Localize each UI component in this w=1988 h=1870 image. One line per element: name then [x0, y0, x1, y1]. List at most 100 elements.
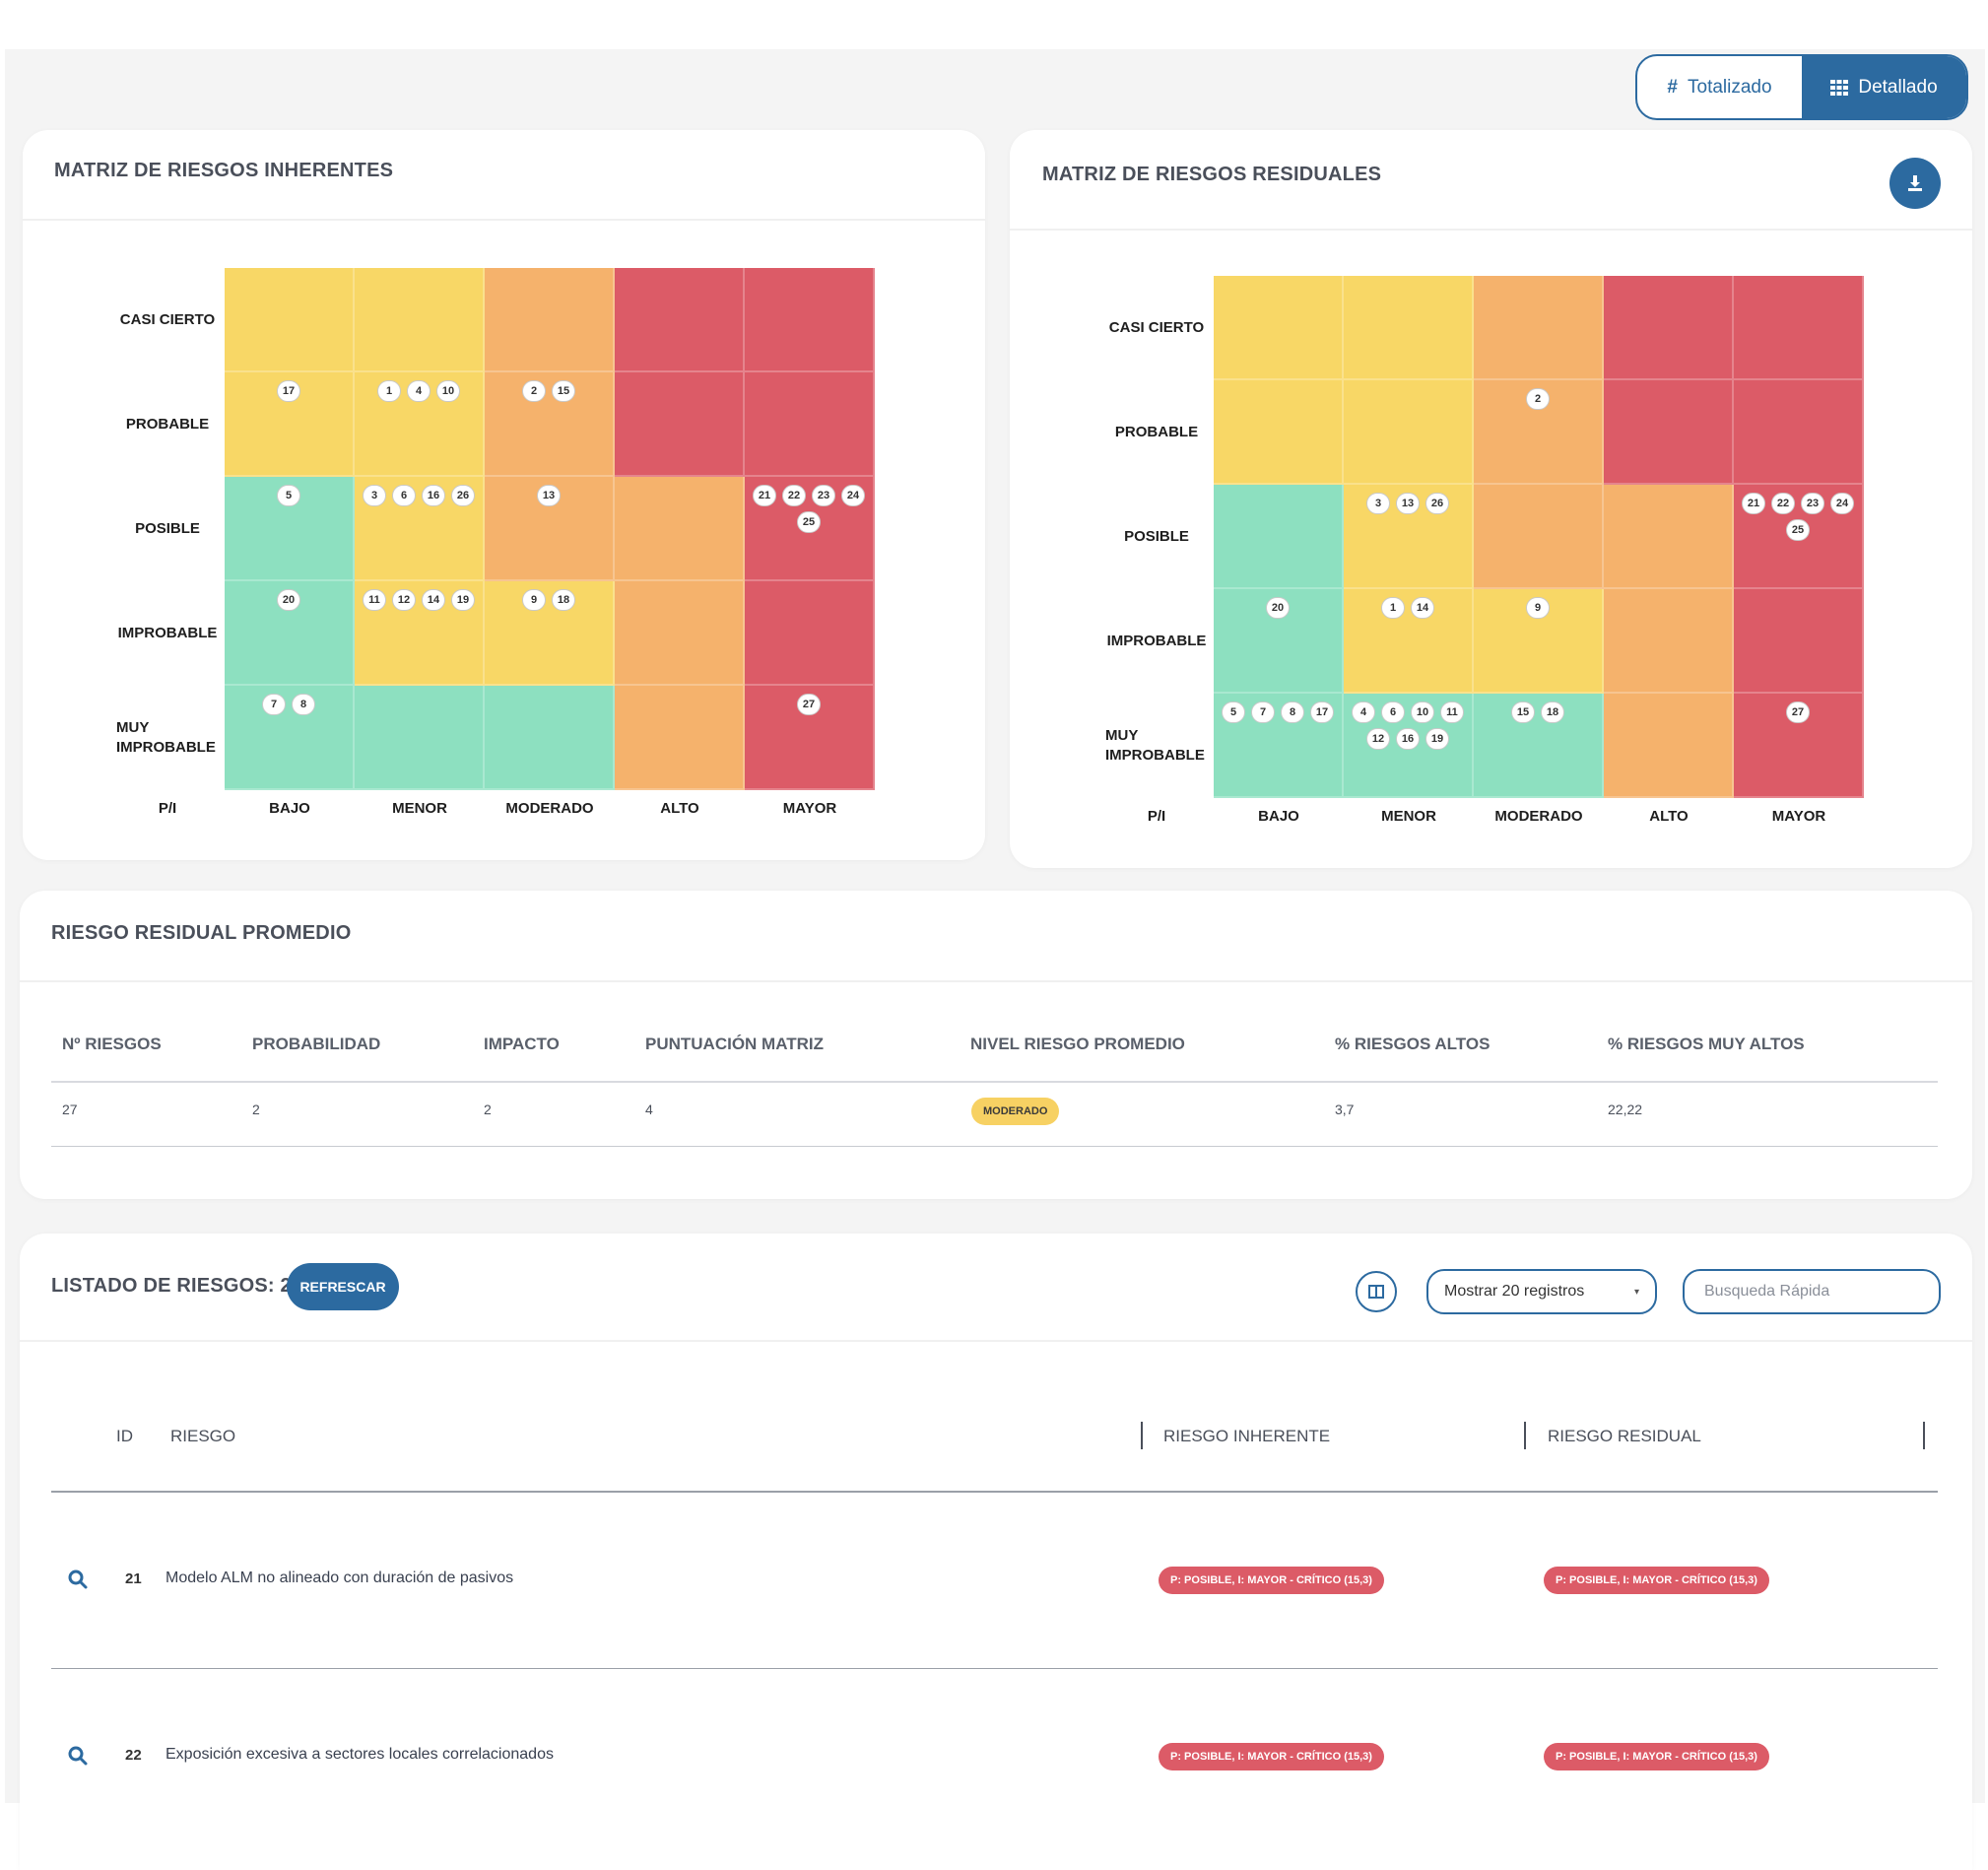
- risk-chip[interactable]: 7: [1251, 701, 1275, 723]
- caret-down-icon: ▾: [1633, 1286, 1639, 1298]
- risk-chip[interactable]: 2: [522, 380, 546, 402]
- risk-chip[interactable]: 9: [522, 589, 546, 611]
- risk-chip[interactable]: 10: [1411, 701, 1434, 723]
- risk-chip[interactable]: 13: [537, 485, 561, 506]
- risk-chip[interactable]: 26: [451, 485, 475, 506]
- card-divider: [1010, 229, 1972, 231]
- risk-chip[interactable]: 18: [552, 589, 575, 611]
- matrix-cell: [485, 268, 615, 372]
- risk-chip-group: 1 4 10: [355, 380, 483, 402]
- risk-chip-group: 20: [225, 589, 353, 611]
- risk-chip[interactable]: 12: [392, 589, 416, 611]
- risk-chip[interactable]: 14: [1411, 597, 1434, 619]
- risk-chip[interactable]: 17: [1310, 701, 1334, 723]
- risk-chip[interactable]: 17: [277, 380, 300, 402]
- column-resize-handle[interactable]: [1524, 1422, 1526, 1449]
- risk-chip[interactable]: 24: [841, 485, 865, 506]
- risk-chip[interactable]: 21: [753, 485, 776, 506]
- risk-chip[interactable]: 19: [451, 589, 475, 611]
- risk-chip-group: 2 15: [485, 380, 613, 402]
- risk-chip[interactable]: 22: [782, 485, 806, 506]
- risk-chip[interactable]: 9: [1526, 597, 1550, 619]
- risk-chip[interactable]: 11: [363, 589, 386, 611]
- risk-chip[interactable]: 20: [277, 589, 300, 611]
- riesgo-inherente-badge: P: POSIBLE, I: MAYOR - CRÍTICO (15,3): [1159, 1567, 1384, 1594]
- risk-chip-group: 20: [1214, 597, 1342, 619]
- risk-chip[interactable]: 5: [1222, 701, 1245, 723]
- risk-chip[interactable]: 23: [812, 485, 835, 506]
- card-divider: [23, 219, 985, 221]
- view-details-icon[interactable]: [67, 1745, 89, 1767]
- risk-chip[interactable]: 6: [1381, 701, 1405, 723]
- risk-chip[interactable]: 26: [1425, 493, 1449, 514]
- risk-chip[interactable]: 12: [1366, 728, 1390, 750]
- risk-chip-group: 17: [225, 380, 353, 402]
- row-label: IMPROBABLE: [1106, 633, 1207, 649]
- risk-chip[interactable]: 10: [436, 380, 460, 402]
- risk-chip[interactable]: 15: [552, 380, 575, 402]
- risk-chip-group: 3 13 26: [1344, 493, 1472, 514]
- risk-chip-group: 11 12 14 19: [355, 589, 483, 611]
- risk-chip[interactable]: 5: [277, 485, 300, 506]
- columns-icon: [1368, 1285, 1384, 1299]
- risk-chip-group: 5: [225, 485, 353, 506]
- risk-chip[interactable]: 3: [363, 485, 386, 506]
- risk-chip[interactable]: 22: [1771, 493, 1795, 514]
- download-button[interactable]: [1889, 158, 1941, 209]
- risk-chip[interactable]: 15: [1511, 701, 1535, 723]
- matrix-cell: [1604, 485, 1734, 589]
- detallado-button[interactable]: Detallado: [1802, 56, 1966, 118]
- refresh-button[interactable]: REFRESCAR: [287, 1263, 399, 1310]
- matrix-cell: 3 6 16 26: [355, 477, 485, 581]
- row-divider: [51, 1668, 1938, 1669]
- risk-chip[interactable]: 7: [262, 694, 286, 715]
- risk-chip[interactable]: 20: [1266, 597, 1290, 619]
- matrix-cell: [1474, 485, 1604, 589]
- matrix-cell: [1604, 380, 1734, 485]
- risk-chip[interactable]: 27: [797, 694, 821, 715]
- card-divider: [20, 980, 1972, 982]
- row-label: IMPROBABLE: [117, 625, 218, 641]
- risk-chip[interactable]: 25: [797, 511, 821, 533]
- columns-button[interactable]: [1356, 1271, 1397, 1312]
- risk-chip[interactable]: 16: [422, 485, 445, 506]
- risk-chip[interactable]: 18: [1541, 701, 1564, 723]
- risk-chip[interactable]: 11: [1440, 701, 1464, 723]
- risk-chip[interactable]: 27: [1786, 701, 1810, 723]
- summary-title: RIESGO RESIDUAL PROMEDIO: [51, 922, 352, 944]
- risk-chip[interactable]: 25: [1786, 519, 1810, 541]
- risk-chip[interactable]: 13: [1396, 493, 1420, 514]
- value-probabilidad: 2: [252, 1102, 260, 1117]
- matrix-cell: [615, 372, 745, 477]
- column-resize-handle[interactable]: [1923, 1422, 1925, 1449]
- risk-chip[interactable]: 6: [392, 485, 416, 506]
- corner-label: P/I: [1147, 808, 1166, 825]
- risk-chip[interactable]: 4: [407, 380, 431, 402]
- column-resize-handle[interactable]: [1141, 1422, 1143, 1449]
- risk-chip[interactable]: 3: [1366, 493, 1390, 514]
- risk-chip[interactable]: 19: [1425, 728, 1449, 750]
- quick-search-input[interactable]: [1683, 1269, 1941, 1314]
- matrix-cell: [615, 581, 745, 686]
- matrix-cell: [1734, 589, 1864, 694]
- risk-chip[interactable]: 1: [377, 380, 401, 402]
- risk-chip[interactable]: 23: [1801, 493, 1824, 514]
- risk-chip[interactable]: 2: [1526, 388, 1550, 410]
- column-label: BAJO: [269, 800, 310, 817]
- column-label: MAYOR: [1771, 808, 1826, 825]
- page-size-select[interactable]: Mostrar 20 registros ▾: [1426, 1269, 1657, 1314]
- risk-chip[interactable]: 16: [1396, 728, 1420, 750]
- detallado-label: Detallado: [1858, 76, 1938, 98]
- risk-chip[interactable]: 21: [1742, 493, 1765, 514]
- view-details-icon[interactable]: [67, 1569, 89, 1590]
- matrix-cell: [615, 686, 745, 790]
- risk-chip[interactable]: 8: [292, 694, 315, 715]
- risk-chip[interactable]: 8: [1281, 701, 1304, 723]
- risk-chip[interactable]: 1: [1381, 597, 1405, 619]
- risk-chip[interactable]: 14: [422, 589, 445, 611]
- risk-chip[interactable]: 4: [1352, 701, 1375, 723]
- totalizado-button[interactable]: # Totalizado: [1637, 56, 1802, 118]
- risk-chip-group: 21 22 23 24 25: [1734, 493, 1862, 541]
- risk-chip[interactable]: 24: [1830, 493, 1854, 514]
- header-puntuacion: PUNTUACIÓN MATRIZ: [645, 1035, 824, 1053]
